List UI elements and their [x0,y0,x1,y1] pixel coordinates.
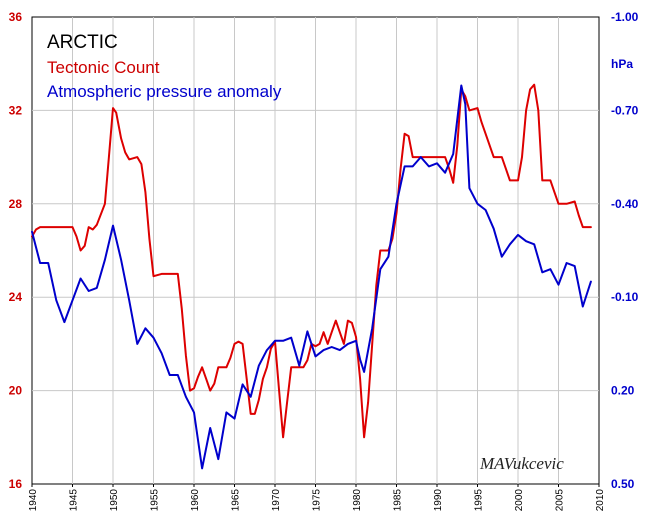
x-axis-ticks: 1940 1945 1950 1955 1960 1965 1970 1975 1980 1985… [28,484,606,511]
x-tick-label: 1985 [393,489,404,512]
author-signature: MAVukcevic [479,454,564,473]
x-tick-label: 1980 [352,489,363,512]
chart-title: ARCTIC [47,32,118,53]
x-tick-label: 1970 [271,489,282,512]
left-tick-label: 28 [9,197,23,211]
legend-pressure-anomaly: Atmospheric pressure anomaly [47,82,282,101]
grid-layer [32,17,599,484]
right-axis-ticks: -1.00 -0.70 -0.40 -0.10 0.20 0.50 [611,10,639,491]
series-line-pressure-anomaly [31,84,592,470]
x-tick-label: 1960 [190,489,201,512]
right-tick-label: -0.10 [611,290,639,304]
legend-tectonic-count: Tectonic Count [47,58,160,77]
x-tick-label: 1975 [312,489,323,512]
x-tick-label: 1950 [109,489,120,512]
right-tick-label: -0.70 [611,103,639,117]
left-tick-label: 36 [9,10,23,24]
x-tick-label: 2010 [595,489,606,512]
right-axis-unit: hPa [611,57,633,71]
series-layer [31,83,592,470]
right-tick-label: -0.40 [611,197,639,211]
series-line-tectonic-count [31,83,592,439]
left-tick-label: 32 [9,103,23,117]
left-tick-label: 24 [9,290,23,304]
x-tick-label: 1940 [28,489,39,512]
left-axis-ticks: 16 20 24 28 32 36 [9,10,23,491]
right-tick-label: 0.50 [611,477,635,491]
x-tick-label: 1965 [231,489,242,512]
x-tick-label: 1995 [474,489,485,512]
right-tick-label: 0.20 [611,384,635,398]
right-tick-label: -1.00 [611,10,639,24]
x-tick-label: 2000 [514,489,525,512]
x-tick-label: 1990 [433,489,444,512]
x-tick-label: 1945 [69,489,80,512]
x-tick-label: 1955 [150,489,161,512]
left-tick-label: 16 [9,477,23,491]
left-tick-label: 20 [9,384,23,398]
x-tick-label: 2005 [555,489,566,512]
